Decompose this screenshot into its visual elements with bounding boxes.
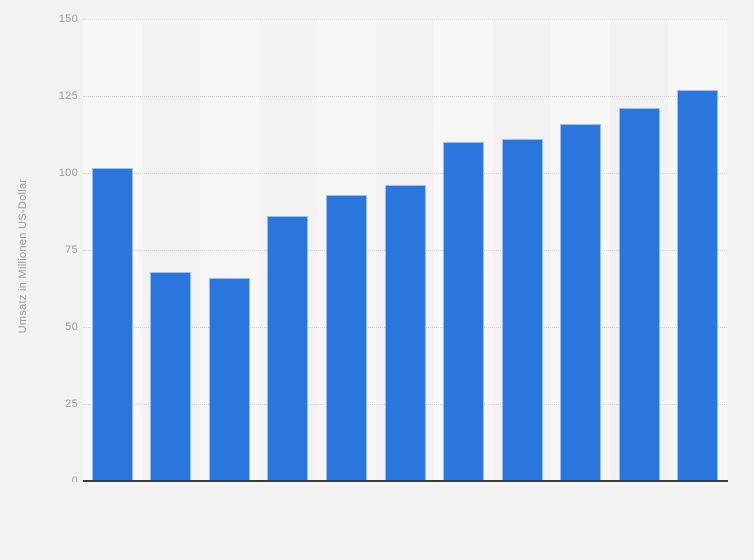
- bar[interactable]: [501, 139, 543, 481]
- bottom-separator-vertical-1: [261, 482, 262, 560]
- gridline-125: [83, 96, 727, 97]
- bar[interactable]: [208, 277, 250, 481]
- bar[interactable]: [677, 89, 719, 481]
- x-axis-baseline: [83, 480, 728, 482]
- bar[interactable]: [384, 185, 426, 481]
- bottom-separator-vertical-2: [438, 482, 439, 560]
- y-tick-label-100: 100: [58, 167, 78, 179]
- y-tick-label-125: 125: [58, 90, 78, 102]
- y-tick-label-25: 25: [65, 398, 78, 410]
- bar[interactable]: [325, 194, 367, 481]
- bar[interactable]: [618, 108, 660, 481]
- plot-area: [83, 19, 727, 482]
- y-axis-tick-labels: 150 125 100 75 50 25 0 Umsatz in Million…: [0, 0, 78, 560]
- bottom-blank-region: [0, 482, 754, 560]
- y-tick-label-150: 150: [58, 13, 78, 25]
- bar[interactable]: [91, 167, 133, 481]
- bar[interactable]: [267, 216, 309, 481]
- bar[interactable]: [560, 123, 602, 481]
- bar[interactable]: [150, 271, 192, 481]
- y-tick-label-50: 50: [65, 321, 78, 333]
- gridline-100: [83, 173, 727, 174]
- y-tick-label-0: 0: [71, 475, 78, 487]
- y-axis-title: Umsatz in Millionen US-Dollar: [17, 178, 29, 334]
- bars-container: [83, 19, 727, 481]
- bar[interactable]: [443, 142, 485, 481]
- gridline-150: [83, 19, 727, 20]
- bottom-separator-horizontal: [0, 514, 754, 515]
- y-tick-label-75: 75: [65, 244, 78, 256]
